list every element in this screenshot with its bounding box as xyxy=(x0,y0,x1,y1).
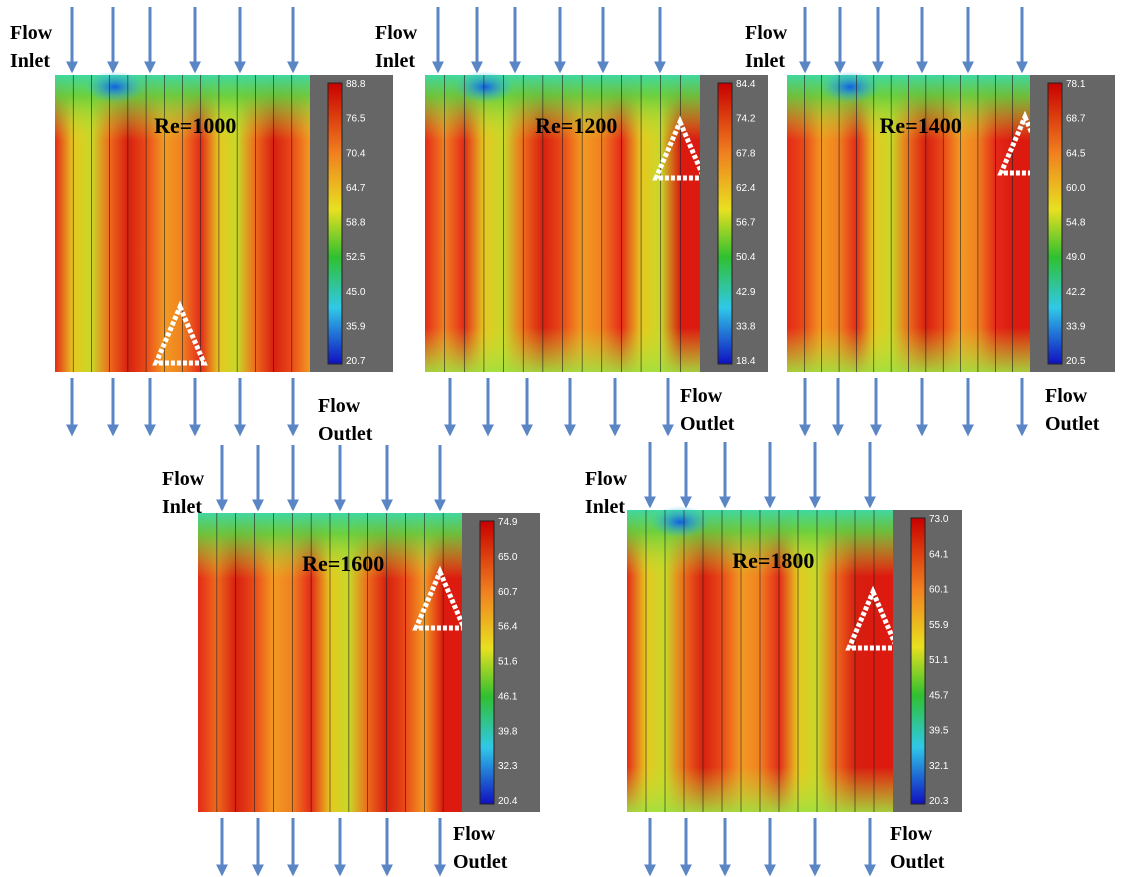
outlet-label: Outlet xyxy=(453,851,508,873)
colorbar xyxy=(328,83,342,364)
colorbar xyxy=(480,521,494,804)
colorbar-label: 56.4 xyxy=(498,622,518,633)
colorbar-label: 88.8 xyxy=(346,79,366,90)
colorbar-label: 32.3 xyxy=(498,761,518,772)
colorbar-label: 35.9 xyxy=(346,321,366,332)
colorbar-label: 45.7 xyxy=(929,690,949,701)
colorbar-label: 54.8 xyxy=(1066,218,1086,229)
inlet-label: Flow xyxy=(162,468,205,490)
colorbar xyxy=(718,83,732,364)
inlet-label: Flow xyxy=(585,468,628,490)
inlet-label: Inlet xyxy=(162,496,202,518)
cold-spot xyxy=(85,71,145,103)
re-label: Re=1000 xyxy=(154,113,236,138)
colorbar-label: 74.9 xyxy=(498,517,518,528)
colorbar-label: 64.1 xyxy=(929,549,949,560)
colorbar-label: 32.1 xyxy=(929,761,949,772)
colorbar-label: 52.5 xyxy=(346,252,366,263)
colorbar-label: 20.5 xyxy=(1066,356,1086,367)
outlet-label: Flow xyxy=(318,395,361,417)
colorbar-label: 60.7 xyxy=(498,587,518,598)
colorbar-label: 56.7 xyxy=(736,218,756,229)
colorbar-label: 65.0 xyxy=(498,552,518,563)
re-label: Re=1800 xyxy=(732,548,814,573)
outlet-label: Flow xyxy=(890,823,933,845)
colorbar-label: 50.4 xyxy=(736,252,756,263)
inlet-label: Flow xyxy=(10,22,53,44)
colorbar-label: 33.9 xyxy=(1066,321,1086,332)
colorbar-label: 58.8 xyxy=(346,218,366,229)
re-label: Re=1600 xyxy=(302,551,384,576)
colorbar-label: 67.8 xyxy=(736,148,756,159)
colorbar-label: 49.0 xyxy=(1066,252,1086,263)
inlet-label: Flow xyxy=(745,22,788,44)
cold-spot xyxy=(650,506,710,538)
colorbar-label: 42.2 xyxy=(1066,287,1086,298)
colorbar-label: 64.5 xyxy=(1066,148,1086,159)
outlet-label: Outlet xyxy=(890,851,945,873)
outlet-label: Outlet xyxy=(318,423,373,445)
outlet-label: Flow xyxy=(1045,385,1088,407)
outlet-label: Flow xyxy=(453,823,496,845)
colorbar-label: 60.1 xyxy=(929,585,949,596)
colorbar-label: 20.3 xyxy=(929,796,949,807)
inlet-label: Inlet xyxy=(585,496,625,518)
colorbar-label: 33.8 xyxy=(736,321,756,332)
cold-spot xyxy=(820,71,880,103)
colorbar-label: 84.4 xyxy=(736,79,756,90)
outlet-label: Outlet xyxy=(680,413,735,435)
colorbar-label: 78.1 xyxy=(1066,79,1086,90)
colorbar-label: 64.7 xyxy=(346,183,366,194)
colorbar-label: 42.9 xyxy=(736,287,756,298)
colorbar-label: 39.8 xyxy=(498,726,518,737)
colorbar-label: 18.4 xyxy=(736,356,756,367)
colorbar xyxy=(1048,83,1062,364)
inlet-label: Inlet xyxy=(10,50,50,72)
re-label: Re=1400 xyxy=(880,113,962,138)
colorbar-label: 73.0 xyxy=(929,514,949,525)
colorbar xyxy=(911,518,925,804)
colorbar-label: 55.9 xyxy=(929,620,949,631)
colorbar-label: 62.4 xyxy=(736,183,756,194)
colorbar-label: 51.6 xyxy=(498,657,518,668)
colorbar-label: 74.2 xyxy=(736,114,756,125)
colorbar-bg xyxy=(700,75,768,372)
re-label: Re=1200 xyxy=(535,113,617,138)
colorbar-label: 70.4 xyxy=(346,148,366,159)
inlet-label: Inlet xyxy=(375,50,415,72)
outlet-label: Flow xyxy=(680,385,723,407)
colorbar-label: 76.5 xyxy=(346,114,366,125)
inlet-label: Flow xyxy=(375,22,418,44)
colorbar-bg xyxy=(893,510,962,812)
outlet-label: Outlet xyxy=(1045,413,1100,435)
colorbar-label: 46.1 xyxy=(498,691,518,702)
colorbar-label: 20.4 xyxy=(498,796,518,807)
colorbar-label: 39.5 xyxy=(929,726,949,737)
colorbar-label: 51.1 xyxy=(929,655,949,666)
figure: 88.8 76.5 70.4 64.7 58.8 52.5 45.0 35.9 20.7 Re=1… xyxy=(0,0,1125,877)
colorbar-label: 20.7 xyxy=(346,356,366,367)
inlet-label: Inlet xyxy=(745,50,785,72)
colorbar-label: 60.0 xyxy=(1066,183,1086,194)
colorbar-label: 68.7 xyxy=(1066,114,1086,125)
colorbar-label: 45.0 xyxy=(346,287,366,298)
